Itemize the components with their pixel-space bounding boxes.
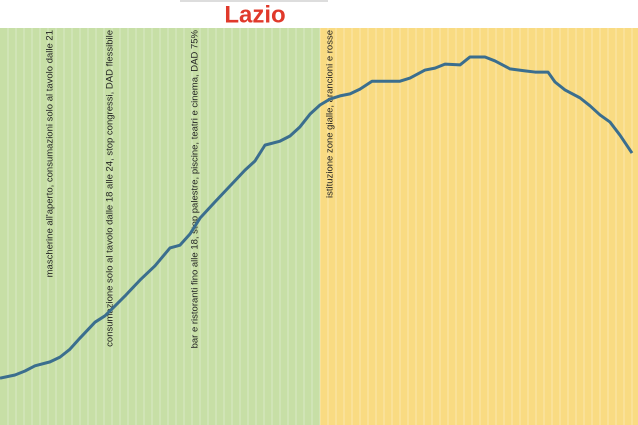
- annotation: bar e ristoranti fino alle 18, stop pale…: [190, 29, 201, 348]
- annotation: consumazione solo al tavolo dalle 18 all…: [105, 30, 116, 347]
- chart-title: Lazio: [224, 1, 285, 28]
- line: [0, 55, 634, 380]
- annotation: mascherine all'aperto, consumazioni solo…: [45, 30, 56, 277]
- annotation: istituzione zone gialle, arancioni e ros…: [325, 30, 336, 198]
- region: [320, 28, 638, 425]
